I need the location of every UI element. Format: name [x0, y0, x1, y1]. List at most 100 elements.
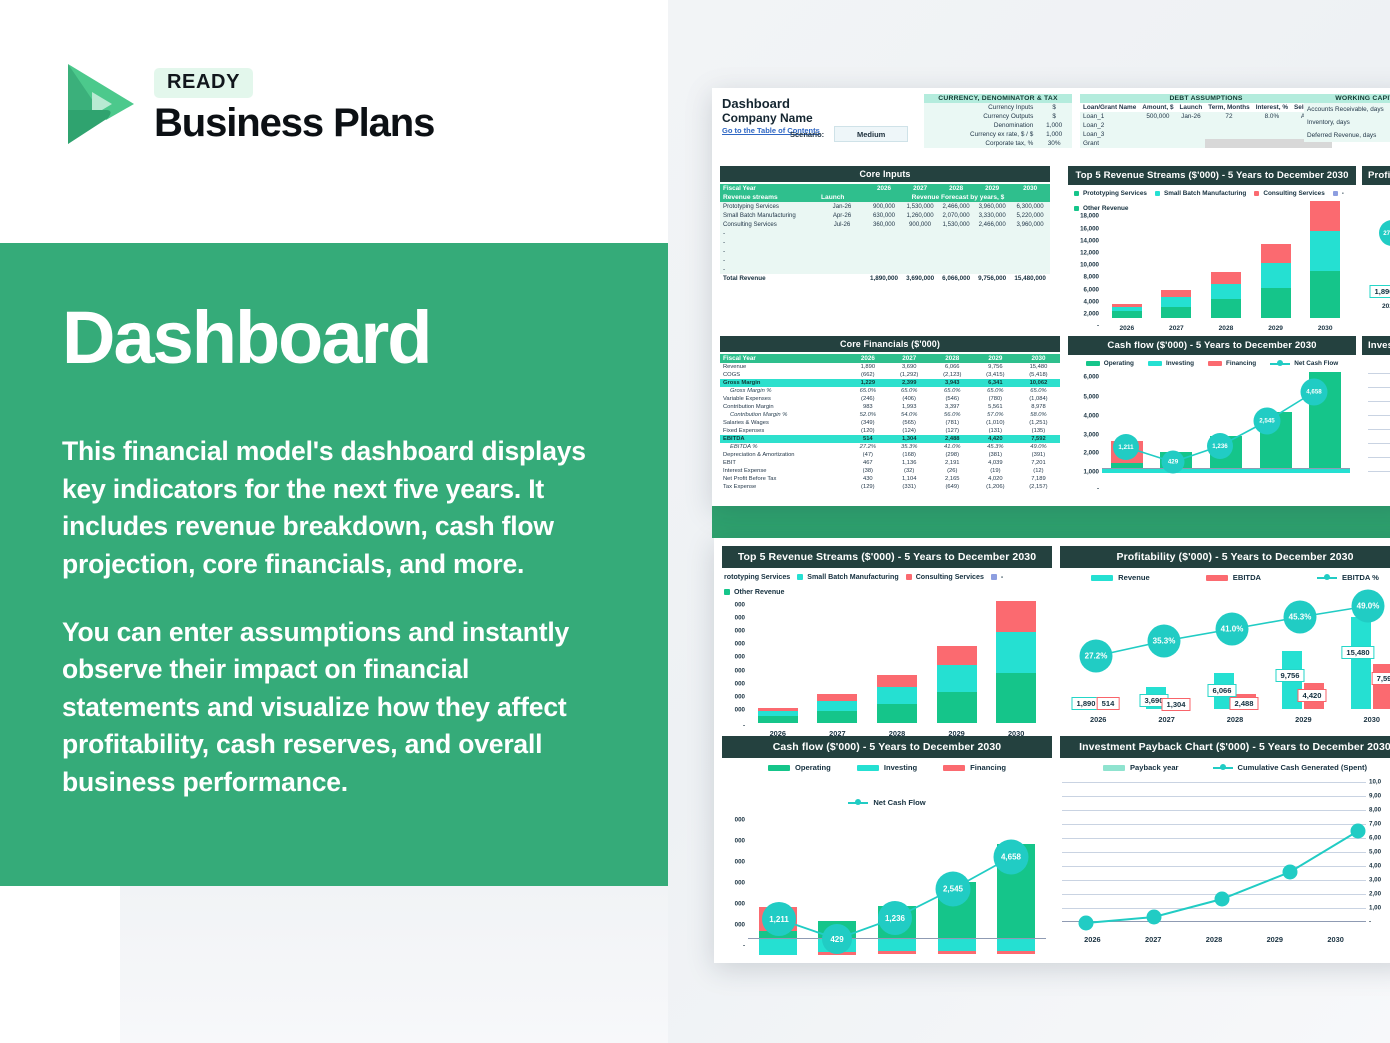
- stream-launch[interactable]: Jul-26: [818, 220, 866, 229]
- x-axis: 2026 2027 2028 2029 2030: [1102, 320, 1350, 336]
- y-tick: 000: [734, 601, 745, 609]
- debt-cell[interactable]: [1139, 139, 1177, 148]
- debt-cell[interactable]: Grant: [1080, 139, 1140, 148]
- bar-stack: [1161, 290, 1192, 318]
- stream-name: -: [720, 265, 818, 274]
- sheet-title: Dashboard: [722, 96, 790, 111]
- fin-value: (135): [1031, 428, 1046, 434]
- stream-value[interactable]: 6,300,000: [1010, 202, 1050, 211]
- currency-row-value[interactable]: $: [1036, 112, 1072, 121]
- x-tick: 2029: [948, 728, 965, 738]
- debt-cell[interactable]: [1252, 130, 1292, 139]
- hero-paragraph-1: This financial model's dashboard display…: [62, 436, 586, 579]
- y-tick: 000: [734, 858, 745, 866]
- chart-investment-payback: Investment Payback Chart ($'000) - 5 Yea…: [1060, 736, 1390, 958]
- debt-cell[interactable]: [1176, 121, 1206, 130]
- debt-cell[interactable]: 500,000: [1139, 112, 1177, 121]
- scenario-selector[interactable]: Scenario: Medium: [790, 126, 909, 142]
- stream-name: -: [720, 229, 818, 238]
- data-label: 1,304: [1161, 698, 1191, 711]
- y-tick: 000: [734, 837, 745, 845]
- table-of-contents-link[interactable]: Go to the Table of Contents: [722, 126, 820, 135]
- debt-cell[interactable]: 72: [1205, 112, 1253, 121]
- legend-label: Cumulative Cash Generated (Spent): [1237, 763, 1368, 772]
- scenario-value[interactable]: Medium: [834, 126, 909, 142]
- stream-value[interactable]: 5,220,000: [1010, 211, 1050, 220]
- stream-launch[interactable]: Apr-26: [818, 211, 866, 220]
- debt-cell[interactable]: [1252, 121, 1292, 130]
- stream-value[interactable]: 630,000: [866, 211, 903, 220]
- stream-value[interactable]: 900,000: [866, 202, 903, 211]
- total-revenue-value: 9,756,000: [974, 274, 1011, 283]
- chart-title: Investment Payback Chart ($'000) - 5 Yea…: [1362, 336, 1390, 355]
- table-row: Interest Expense (38) (32) (26) (19) (12): [720, 467, 1060, 475]
- legend-item: -: [1332, 190, 1344, 197]
- bar-stack: [877, 939, 916, 954]
- x-tick: 2028: [1226, 714, 1244, 724]
- debt-cell[interactable]: Loan_2: [1080, 121, 1140, 130]
- legend-line-marker: [848, 799, 869, 805]
- stream-value[interactable]: 3,960,000: [1010, 220, 1050, 229]
- debt-cell[interactable]: [1139, 121, 1177, 130]
- data-label: 1,890: [1369, 285, 1390, 298]
- currency-row-value[interactable]: $: [1036, 103, 1072, 112]
- stream-value[interactable]: 2,466,000: [938, 202, 975, 211]
- debt-cell[interactable]: 8.0%: [1252, 112, 1292, 121]
- debt-cell[interactable]: [1139, 130, 1177, 139]
- y-tick: 2,000: [1083, 449, 1099, 457]
- stream-value[interactable]: 1,530,000: [902, 202, 939, 211]
- fin-value: (124): [902, 428, 916, 434]
- stream-value[interactable]: 3,330,000: [974, 211, 1011, 220]
- y-tick: 7,00: [1369, 820, 1382, 828]
- debt-cell[interactable]: Loan_3: [1080, 130, 1140, 139]
- total-revenue-value: 1,890,000: [866, 274, 903, 283]
- data-bubble: 1,211: [762, 902, 796, 936]
- stream-value[interactable]: 900,000: [902, 220, 939, 229]
- debt-cell[interactable]: [1205, 121, 1253, 130]
- stream-value[interactable]: 1,260,000: [902, 211, 939, 220]
- debt-cell[interactable]: [1176, 130, 1206, 139]
- stream-name: -: [720, 238, 818, 247]
- debt-cell[interactable]: [1176, 139, 1206, 148]
- y-tick: 12,000: [1080, 249, 1099, 257]
- total-revenue-label: Total Revenue: [720, 274, 818, 283]
- fin-label: COGS: [723, 372, 741, 378]
- fin-value: (298): [945, 452, 960, 458]
- legend-swatch: [990, 574, 997, 580]
- brand-badge: READY: [154, 68, 254, 98]
- fin-value: (1,206): [986, 484, 1005, 490]
- table-row: Gross Margin % 65.0% 65.0% 65.0% 65.0% 65.0%: [720, 387, 1060, 395]
- stream-launch[interactable]: Jan-26: [818, 202, 866, 211]
- currency-row-value[interactable]: 30%: [1036, 139, 1072, 148]
- wc-cell[interactable]: Deferred Revenue, days: [1304, 129, 1390, 142]
- y-tick: 1,000: [1083, 468, 1099, 476]
- y-tick: 4,00: [1369, 862, 1382, 870]
- legend-item: Operating: [767, 763, 831, 772]
- fin-value: 45.3%: [987, 444, 1004, 450]
- chart-title: Investment Payback Chart ($'000) - 5 Yea…: [1060, 736, 1390, 758]
- legend-item: EBITDA: [1205, 573, 1261, 582]
- stream-value[interactable]: 3,960,000: [974, 202, 1011, 211]
- debt-cell[interactable]: Jan-26: [1176, 112, 1206, 121]
- debt-cell[interactable]: Loan_1: [1080, 112, 1140, 121]
- currency-row-value[interactable]: 1,000: [1036, 130, 1072, 139]
- fin-value: 983: [862, 404, 873, 410]
- stream-value[interactable]: 2,466,000: [974, 220, 1011, 229]
- y-tick: 6,000: [1083, 373, 1099, 381]
- y-tick: 14,000: [1080, 237, 1099, 245]
- fin-value: 1,993: [901, 404, 917, 410]
- stream-value[interactable]: 1,530,000: [938, 220, 975, 229]
- debt-cell[interactable]: [1205, 130, 1253, 139]
- wc-cell[interactable]: Accounts Receivable, days: [1304, 103, 1390, 116]
- legend-item: Consulting Services: [905, 573, 984, 581]
- table-row: Loan_2: [1080, 121, 1333, 130]
- legend-item: Operating: [1085, 360, 1134, 367]
- legend-item: Net Cash Flow: [1270, 360, 1338, 367]
- wc-cell[interactable]: Inventory, days: [1304, 116, 1390, 129]
- data-bubble: 27.2%: [1379, 220, 1390, 246]
- stream-value[interactable]: 2,070,000: [938, 211, 975, 220]
- stream-value[interactable]: 360,000: [866, 220, 903, 229]
- currency-row-value[interactable]: 1,000: [1036, 121, 1072, 130]
- table-row: Fiscal Year 2026 2027 2028 2029 2030: [720, 354, 1060, 363]
- fin-label: Salaries & Wages: [723, 420, 769, 426]
